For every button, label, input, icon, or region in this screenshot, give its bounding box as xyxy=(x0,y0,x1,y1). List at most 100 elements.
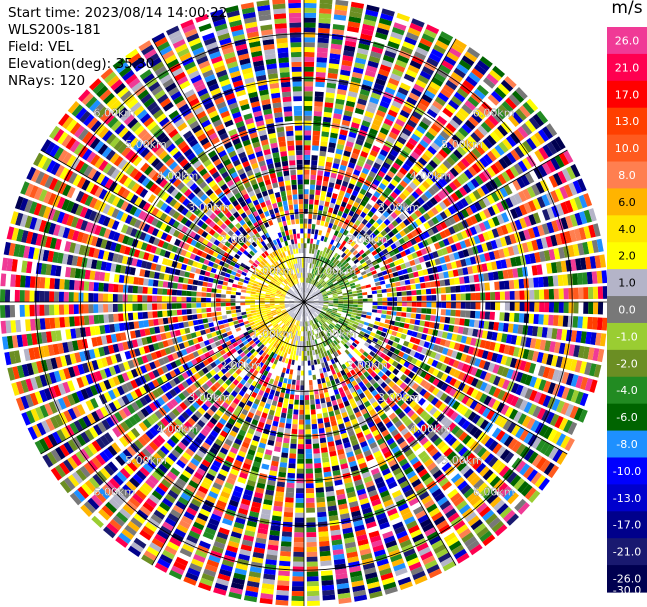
velocity-gate xyxy=(392,521,404,530)
velocity-gate xyxy=(321,131,330,138)
velocity-gate xyxy=(393,348,401,355)
velocity-gate xyxy=(330,379,336,386)
velocity-gate xyxy=(312,306,318,309)
velocity-gate xyxy=(307,223,312,229)
velocity-gate xyxy=(406,355,414,363)
velocity-gate xyxy=(309,199,314,205)
velocity-gate xyxy=(333,219,340,226)
velocity-gate xyxy=(515,384,524,396)
velocity-gate xyxy=(317,516,328,523)
velocity-gate xyxy=(377,563,391,572)
velocity-gate xyxy=(321,330,326,336)
velocity-gate xyxy=(461,208,470,218)
velocity-gate xyxy=(439,316,446,323)
velocity-gate xyxy=(306,537,317,543)
velocity-gate xyxy=(330,132,338,139)
velocity-gate xyxy=(405,397,414,405)
velocity-gate xyxy=(387,153,396,162)
velocity-gate xyxy=(349,81,361,89)
velocity-gate xyxy=(331,312,336,316)
velocity-gate xyxy=(386,292,393,297)
velocity-gate xyxy=(490,191,500,202)
velocity-gate xyxy=(308,258,311,264)
velocity-gate xyxy=(334,4,348,11)
velocity-gate xyxy=(505,222,514,234)
velocity-gate xyxy=(305,267,308,273)
velocity-gate xyxy=(315,282,320,287)
velocity-gate xyxy=(373,82,385,91)
velocity-gate xyxy=(445,141,455,152)
velocity-gate xyxy=(514,219,523,231)
velocity-gate xyxy=(338,134,347,141)
velocity-gate xyxy=(407,119,417,129)
velocity-gate xyxy=(336,278,342,282)
velocity-gate xyxy=(305,439,312,445)
velocity-gate xyxy=(348,376,355,383)
velocity-gate xyxy=(443,271,449,279)
velocity-gate xyxy=(400,374,408,382)
velocity-gate xyxy=(363,115,373,123)
velocity-gate xyxy=(444,340,451,348)
velocity-gate xyxy=(345,546,357,554)
velocity-gate xyxy=(365,9,379,17)
velocity-gate xyxy=(418,491,430,501)
velocity-gate xyxy=(447,488,459,499)
velocity-gate xyxy=(473,319,480,328)
velocity-gate xyxy=(382,417,391,425)
velocity-gate xyxy=(392,162,401,171)
velocity-gate xyxy=(333,14,347,21)
velocity-gate xyxy=(342,338,348,344)
velocity-gate xyxy=(367,344,374,351)
velocity-gate xyxy=(448,253,456,262)
velocity-gate xyxy=(440,287,446,294)
velocity-gate xyxy=(436,302,442,308)
velocity-gate xyxy=(346,551,358,559)
velocity-gate xyxy=(374,114,384,122)
velocity-gate xyxy=(301,360,304,366)
velocity-gate xyxy=(431,511,443,522)
velocity-gate xyxy=(465,397,474,408)
velocity-gate xyxy=(373,236,380,243)
velocity-gate xyxy=(484,311,491,320)
velocity-gate xyxy=(453,252,460,260)
velocity-gate xyxy=(334,204,340,211)
velocity-gate xyxy=(373,360,381,367)
velocity-gate xyxy=(487,94,500,106)
velocity-gate xyxy=(315,310,320,315)
velocity-gate xyxy=(442,159,452,170)
velocity-gate xyxy=(405,185,414,194)
velocity-gate xyxy=(494,342,501,352)
velocity-gate xyxy=(372,302,378,306)
velocity-gate xyxy=(321,402,327,409)
velocity-gate xyxy=(309,345,312,351)
velocity-gate xyxy=(523,313,530,324)
velocity-gate xyxy=(355,453,364,460)
velocity-gate xyxy=(367,101,378,109)
velocity-gate xyxy=(360,354,366,361)
velocity-gate xyxy=(538,393,547,406)
velocity-gate xyxy=(305,444,312,450)
velocity-gate xyxy=(466,375,475,385)
velocity-gate xyxy=(366,4,380,13)
velocity-gate xyxy=(309,184,316,190)
velocity-gate xyxy=(410,425,419,435)
velocity-gate xyxy=(403,218,411,226)
velocity-gate xyxy=(381,190,390,199)
velocity-gate xyxy=(359,374,366,381)
velocity-gate xyxy=(344,389,351,396)
velocity-gate xyxy=(380,13,394,22)
velocity-gate xyxy=(514,498,527,512)
velocity-gate xyxy=(542,395,552,408)
velocity-gate xyxy=(416,332,423,339)
velocity-gate xyxy=(354,143,363,151)
velocity-gate xyxy=(333,298,339,301)
velocity-gate xyxy=(550,157,561,171)
velocity-gate xyxy=(342,310,348,313)
velocity-gate xyxy=(479,466,490,477)
velocity-gate xyxy=(517,160,528,173)
velocity-gate xyxy=(389,262,396,268)
velocity-gate xyxy=(419,379,428,388)
velocity-gate xyxy=(513,279,520,289)
velocity-gate xyxy=(381,289,387,293)
velocity-gate xyxy=(345,486,355,494)
